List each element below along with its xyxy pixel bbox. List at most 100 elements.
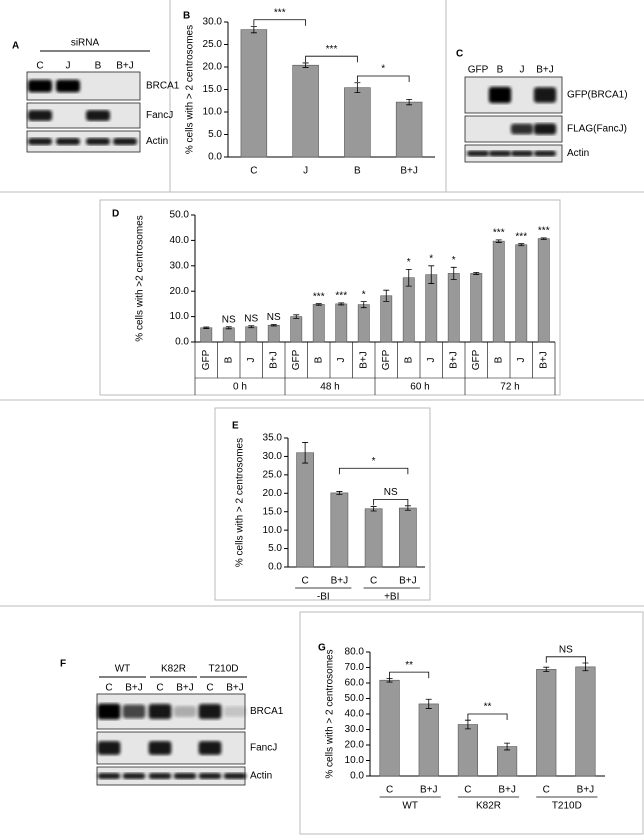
x-tick-label: GFP (291, 349, 302, 370)
x-tick-label: J (426, 358, 437, 363)
lane-label: C (206, 683, 213, 694)
bar (267, 324, 280, 343)
group-label: 0 h (233, 382, 247, 393)
lane-label: B+J (176, 683, 194, 694)
panel-label: A (12, 41, 19, 52)
y-tick-label: 30.0 (345, 724, 365, 735)
bar (492, 240, 505, 343)
blot-band (510, 150, 534, 157)
blot-band (122, 772, 146, 780)
x-tick-label: B+J (331, 576, 349, 587)
bar (536, 669, 557, 777)
error-bar (248, 325, 255, 329)
group-label: 72 h (500, 382, 519, 393)
significance-label: NS (267, 312, 281, 323)
lane-label: J (66, 61, 71, 72)
significance-label: *** (538, 226, 550, 237)
blot-header: siRNA (71, 38, 100, 49)
error-bar (270, 324, 277, 327)
significance-bracket (305, 55, 358, 63)
error-bar (504, 742, 511, 751)
significance-label: *** (515, 231, 527, 242)
x-tick-label: GFP (381, 349, 392, 370)
x-tick-label: B+J (400, 166, 418, 177)
y-tick-label: 15.0 (263, 506, 283, 517)
blot-band (198, 703, 222, 720)
lane-label: B+J (125, 683, 143, 694)
significance-label: *** (335, 291, 347, 302)
error-bar (315, 303, 322, 306)
error-bar (405, 268, 412, 287)
error-bar (540, 237, 547, 240)
blot-band (488, 86, 512, 104)
lane-label: B+J (226, 683, 244, 694)
bar (330, 492, 349, 568)
y-axis-label: % cells with > 2 centrosomes (185, 25, 196, 154)
error-bar (383, 289, 390, 302)
blot-band (56, 137, 80, 146)
significance-label: * (407, 257, 411, 268)
x-tick-label: B+J (268, 351, 279, 369)
y-tick-label: 10.0 (170, 311, 190, 322)
bar (296, 452, 314, 568)
error-bar (582, 662, 589, 672)
x-tick-label: B (403, 356, 414, 363)
error-bar (293, 314, 300, 319)
blot-band (97, 772, 121, 780)
row-label: FancJ (250, 743, 277, 754)
row-label: Actin (250, 771, 272, 782)
blot-band (173, 705, 197, 718)
error-bar (360, 301, 367, 309)
bar (418, 703, 439, 777)
blot-band (122, 704, 146, 719)
bar (344, 87, 371, 158)
x-tick-label: B+J (399, 576, 417, 587)
significance-label: ** (484, 702, 492, 713)
y-tick-label: 20.0 (203, 62, 223, 73)
error-bar (473, 272, 480, 275)
x-tick-label: GFP (471, 349, 482, 370)
y-tick-label: 20.0 (170, 286, 190, 297)
y-tick-label: 15.0 (203, 84, 223, 95)
bar (457, 724, 479, 777)
significance-label: NS (244, 313, 258, 324)
blot-band (86, 110, 110, 121)
row-label: Actin (567, 148, 589, 159)
blot-band (173, 772, 197, 780)
blot-band (533, 150, 557, 157)
y-tick-label: 0.0 (350, 771, 364, 782)
bar (470, 273, 483, 343)
error-bar (302, 442, 309, 464)
x-tick-label: J (246, 358, 257, 363)
y-tick-label: 30.0 (170, 260, 190, 271)
y-axis-label: % cells with > 2 centrosomes (235, 438, 246, 567)
blot-band (488, 150, 512, 157)
panel-label: D (112, 209, 119, 220)
bar (379, 679, 400, 777)
blot-group-label: T210D (208, 664, 238, 675)
y-tick-label: 80.0 (345, 647, 365, 658)
panel-label: C (456, 49, 463, 60)
blot-band (198, 741, 222, 755)
x-tick-label: GFP (201, 349, 212, 370)
bar (425, 274, 438, 343)
bar (537, 238, 550, 343)
y-tick-label: 40.0 (345, 709, 365, 720)
group-label: K82R (476, 801, 501, 812)
blot-band (97, 741, 121, 755)
blot-band (223, 706, 247, 717)
lane-label: B+J (536, 65, 554, 76)
blot-band (510, 123, 534, 135)
lane-label: J (520, 65, 525, 76)
significance-label: * (381, 64, 385, 75)
bar (402, 277, 415, 343)
error-bar (302, 62, 309, 68)
error-bar (495, 239, 502, 243)
blot-strip (26, 130, 141, 153)
group-label: WT (402, 801, 418, 812)
blot-band (113, 137, 137, 146)
y-tick-label: 35.0 (263, 433, 283, 444)
error-bar (386, 677, 393, 683)
significance-label: * (452, 255, 456, 266)
